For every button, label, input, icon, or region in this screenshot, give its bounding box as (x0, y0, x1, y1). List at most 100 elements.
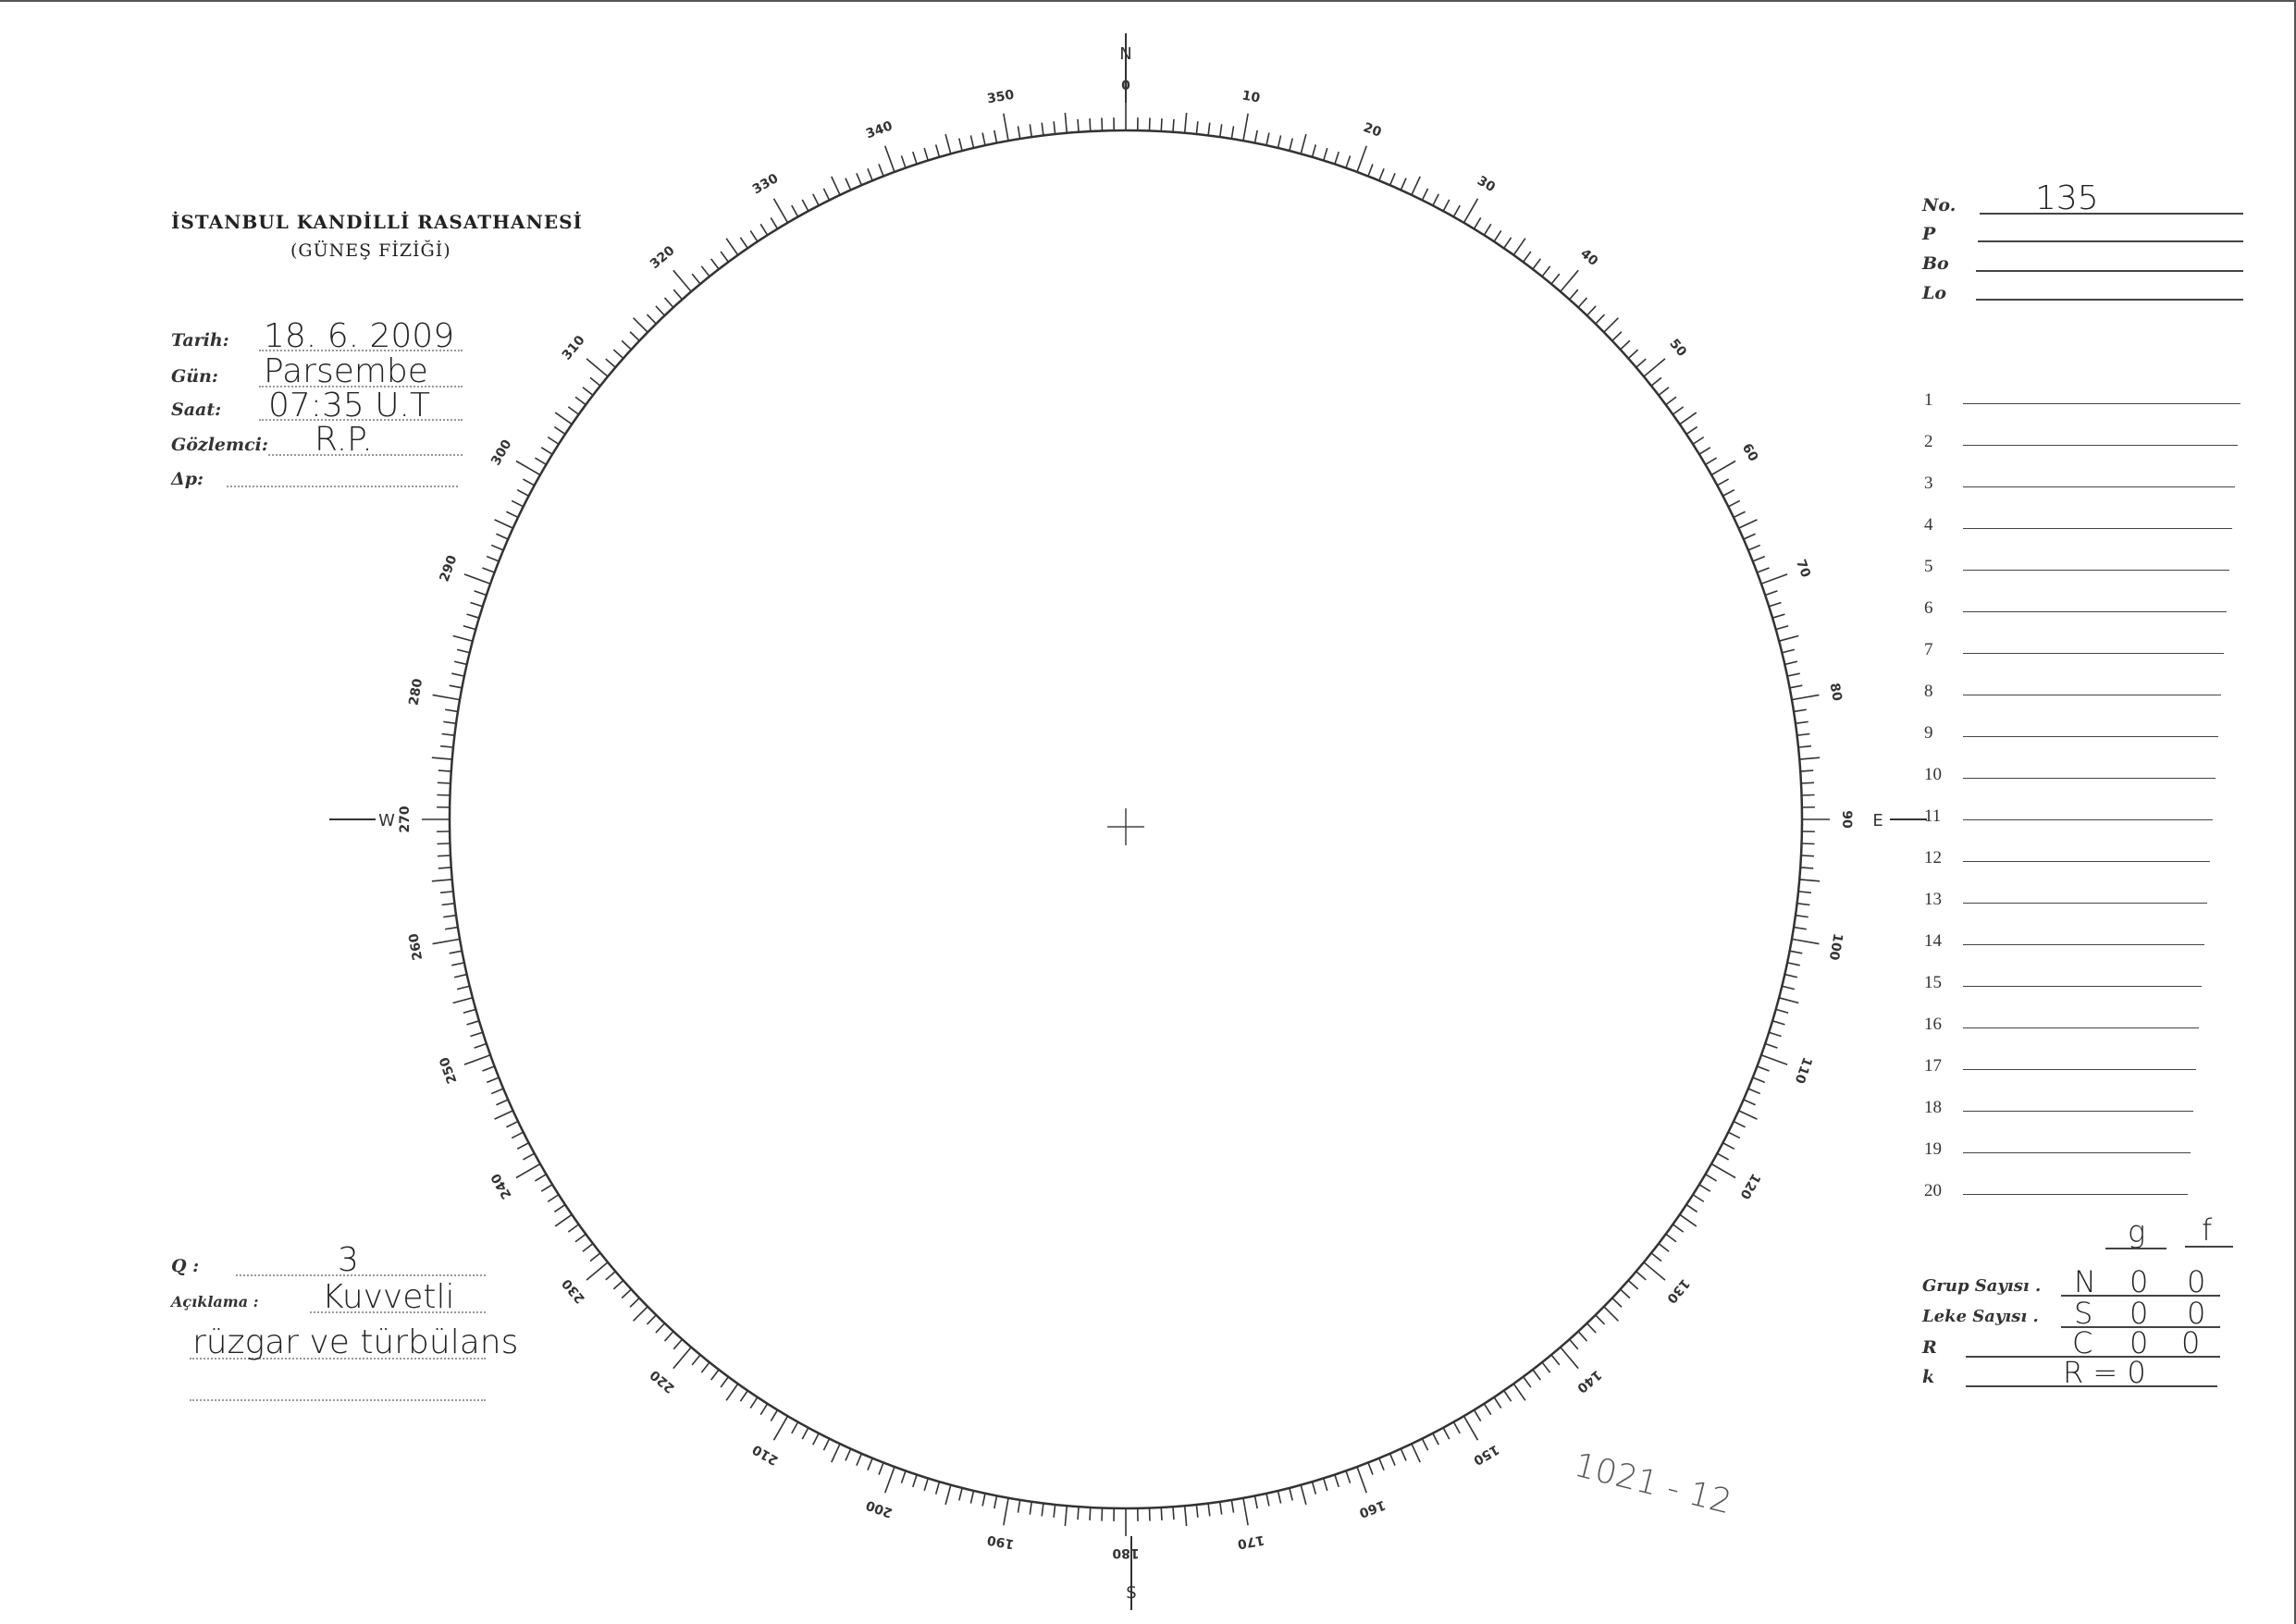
degree-tick (957, 1487, 963, 1501)
leke-f[interactable]: 0 (2187, 1296, 2206, 1331)
degree-tick (443, 720, 457, 725)
degree-tick (1778, 634, 1799, 642)
gun-label: Gün: (171, 366, 218, 387)
degree-tick (466, 613, 480, 619)
degree-tick (1771, 613, 1785, 619)
row-line[interactable] (1963, 986, 2202, 987)
degree-tick (1003, 113, 1009, 141)
row-line[interactable] (1963, 1194, 2188, 1195)
degree-tick (486, 1077, 500, 1084)
degree-tick (1452, 1421, 1461, 1434)
degree-tick (1672, 406, 1685, 415)
r-g[interactable]: 0 (2129, 1325, 2149, 1360)
degree-tick (1493, 230, 1502, 242)
leke-g[interactable]: 0 (2129, 1296, 2149, 1331)
degree-tick (878, 164, 884, 177)
row-number: 19 (1924, 1139, 1942, 1159)
degree-tick (1757, 567, 1770, 573)
k-value[interactable]: R = 0 (2063, 1355, 2146, 1390)
no-value[interactable]: 135 (2035, 179, 2099, 217)
degree-tick (1752, 555, 1766, 562)
degree-tick (1160, 117, 1163, 132)
degree-tick (463, 1054, 491, 1065)
degree-tick (673, 1338, 684, 1350)
row-line[interactable] (1963, 570, 2229, 571)
degree-tick (1289, 1487, 1294, 1501)
row-line[interactable] (1963, 903, 2207, 904)
degree-tick (1764, 1042, 1778, 1049)
degree-tick (1793, 708, 1807, 713)
degree-tick (463, 625, 476, 631)
grup-g[interactable]: 0 (2129, 1264, 2149, 1299)
degree-tick (466, 1020, 480, 1026)
degree-tick (1053, 1504, 1056, 1518)
leke-hemi[interactable]: S (2074, 1296, 2093, 1331)
degree-tick (710, 1369, 720, 1381)
degree-tick (1041, 122, 1044, 136)
row-line[interactable] (1963, 1111, 2193, 1112)
row-line[interactable] (1963, 611, 2227, 612)
row-line[interactable] (1963, 486, 2235, 487)
q-value[interactable]: 3 (338, 1241, 359, 1279)
tarih-value[interactable]: 18. 6. 2009 (264, 317, 455, 355)
q-label: Q : (171, 1256, 200, 1276)
grup-hemi[interactable]: N (2074, 1264, 2096, 1299)
row-line[interactable] (1963, 778, 2216, 779)
degree-tick (1636, 358, 1647, 368)
degree-tick (1757, 1065, 1770, 1072)
gun-value[interactable]: Parsembe (264, 352, 428, 390)
degree-tick (612, 349, 624, 360)
row-line[interactable] (1963, 1069, 2196, 1070)
row-line[interactable] (1963, 861, 2210, 862)
leke-label: Leke Sayısı . (1922, 1307, 2039, 1326)
row-line[interactable] (1963, 944, 2204, 945)
degree-tick (663, 297, 674, 308)
r-label: R (1922, 1337, 1937, 1358)
degree-tick (482, 567, 495, 573)
department-subtitle: (GÜNEŞ FİZİĞİ) (290, 240, 451, 261)
degree-tick (1277, 1490, 1282, 1504)
row-line[interactable] (1963, 653, 2224, 654)
degree-tick (1716, 1152, 1729, 1161)
degree-tick (1705, 1174, 1718, 1182)
row-line[interactable] (1963, 1027, 2199, 1028)
row-number: 3 (1924, 474, 1933, 493)
degree-tick (1679, 1213, 1697, 1227)
gozlemci-value[interactable]: R.P. (315, 421, 373, 459)
row-number: 8 (1924, 682, 1933, 701)
row-line[interactable] (1963, 445, 2238, 446)
degree-tick (1029, 124, 1033, 138)
aciklama-value-1[interactable]: Kuvvetli (322, 1278, 455, 1316)
row-line[interactable] (1963, 403, 2240, 404)
degree-tick (1595, 1314, 1606, 1325)
degree-label: 300 (488, 437, 515, 469)
degree-tick (1786, 672, 1800, 677)
row-line[interactable] (1963, 1152, 2191, 1153)
saat-value[interactable]: 07:35 U.T (268, 387, 430, 424)
degree-tick (1685, 1203, 1698, 1213)
degree-tick (1775, 1008, 1789, 1014)
degree-tick (1172, 1507, 1175, 1520)
degree-tick (474, 590, 488, 597)
degree-tick (1265, 1493, 1270, 1507)
degree-tick (1322, 147, 1328, 161)
degree-tick (1473, 1409, 1482, 1422)
row-line[interactable] (1963, 528, 2232, 529)
aciklama-line-1 (310, 1311, 486, 1313)
degree-tick (589, 1252, 601, 1262)
row-number: 9 (1924, 723, 1933, 743)
degree-label: 160 (1357, 1497, 1388, 1520)
degree-tick (1463, 1415, 1479, 1441)
row-line[interactable] (1963, 736, 2218, 737)
aciklama-value-2[interactable]: rüzgar ve türbülans (192, 1323, 519, 1361)
row-line[interactable] (1963, 819, 2213, 820)
degree-tick (772, 198, 789, 224)
grup-f[interactable]: 0 (2187, 1264, 2206, 1299)
degree-tick (994, 129, 998, 143)
r-f[interactable]: 0 (2181, 1325, 2201, 1360)
degree-tick (1389, 173, 1396, 186)
r-hemi[interactable]: C (2072, 1325, 2093, 1360)
institution-title: İSTANBUL KANDİLLİ RASATHANESİ (171, 211, 583, 233)
row-number: 7 (1924, 640, 1933, 659)
degree-tick (589, 376, 601, 387)
